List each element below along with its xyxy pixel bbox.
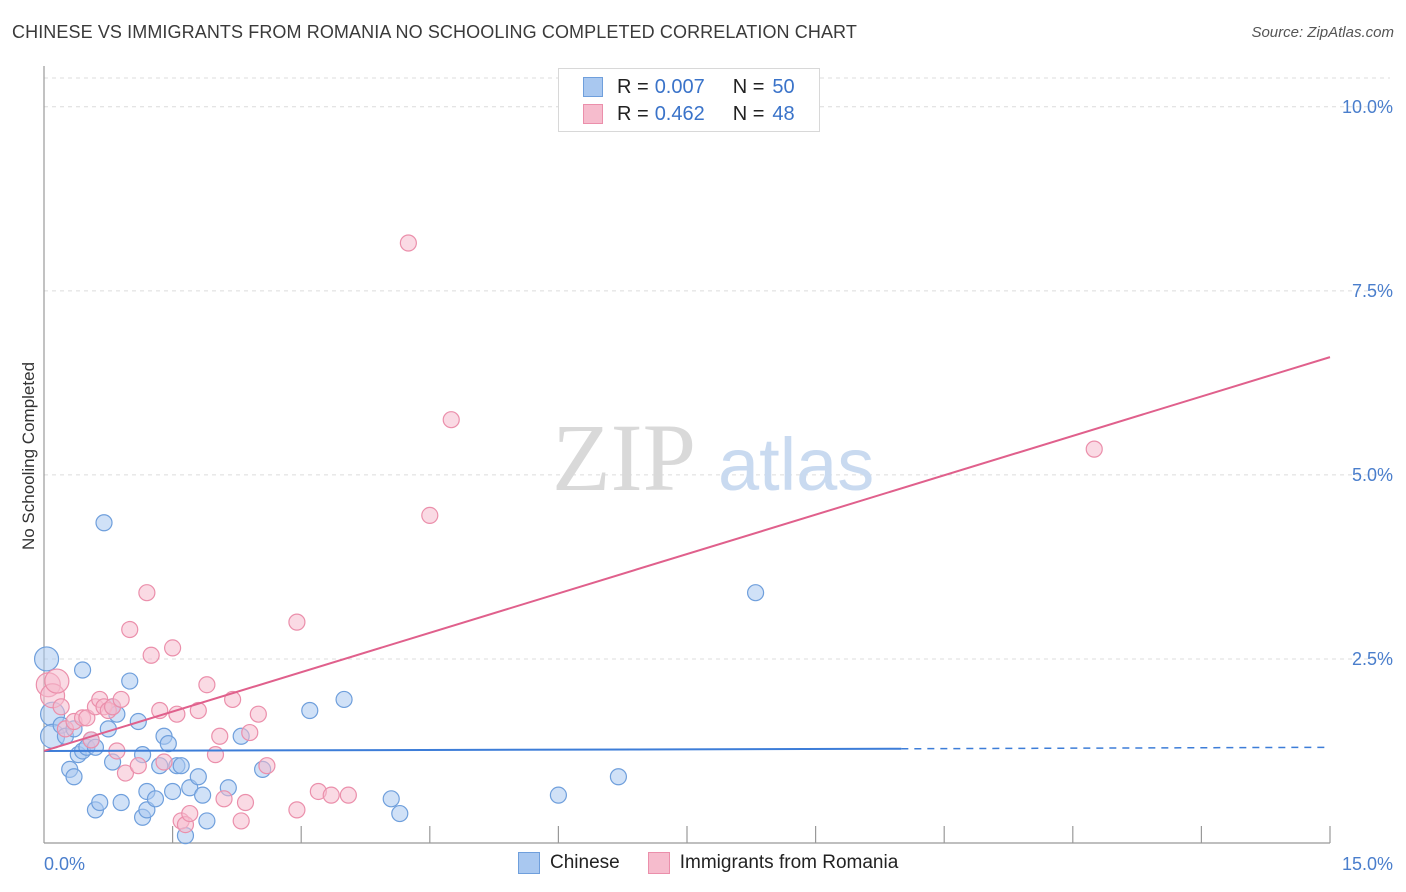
chinese-point <box>172 757 190 775</box>
chinese-point <box>146 790 165 808</box>
series-legend: Chinese Immigrants from Romania <box>518 852 926 874</box>
chinese-point <box>301 701 319 720</box>
chinese-trend-line <box>43 747 902 752</box>
legend-item-chinese[interactable]: Chinese <box>518 852 620 874</box>
y-tick-label: 7.5% <box>1352 281 1393 301</box>
x-tick-label: 15.0% <box>1342 854 1393 874</box>
legend-n-label: N = <box>732 102 765 125</box>
chinese-point <box>549 786 568 804</box>
legend-n-label: N = <box>732 75 765 98</box>
x-tick-label: 0.0% <box>44 854 85 874</box>
legend-r-value: 0.462 <box>654 102 705 125</box>
points-layer <box>33 234 1103 845</box>
watermark-atlas: atlas <box>718 423 874 506</box>
romania-point <box>288 801 306 819</box>
chinese-point <box>33 646 60 672</box>
romania-point <box>249 705 267 723</box>
romania-point <box>288 613 306 631</box>
chinese-point <box>198 812 216 830</box>
chinese-point <box>95 514 113 532</box>
stats-legend: R = 0.007 N = 50 R = 0.462 N = 48 <box>558 68 820 132</box>
romania-point <box>198 676 216 694</box>
chinese-point <box>112 793 130 812</box>
romania-point <box>399 234 417 252</box>
romania-point <box>258 757 276 775</box>
chinese-point <box>164 782 182 801</box>
romania-point <box>211 727 229 745</box>
romania-point <box>138 584 156 602</box>
romania-point <box>155 753 173 771</box>
romania-point <box>1085 440 1103 458</box>
chinese-point <box>609 768 628 786</box>
y-axis-label: No Schooling Completed <box>19 362 38 550</box>
romania-point <box>181 804 199 823</box>
axis-layer: 2.5% 5.0% 7.5% 10.0% 0.0% 15.0% <box>43 66 1393 874</box>
chinese-point <box>382 790 400 808</box>
romania-point <box>168 705 186 723</box>
romania-point <box>116 764 135 782</box>
chinese-point <box>335 690 353 709</box>
romania-point <box>215 790 233 808</box>
legend-r-label: R = <box>617 102 649 125</box>
chinese-point <box>194 786 212 804</box>
romania-point <box>112 690 130 709</box>
romania-point <box>164 639 182 657</box>
chinese-point <box>746 584 765 602</box>
legend-swatch-romania <box>647 852 670 874</box>
romania-point <box>236 793 255 812</box>
chinese-point <box>121 672 139 690</box>
romania-point <box>241 723 259 742</box>
chinese-point <box>189 768 207 786</box>
legend-swatch-chinese <box>583 77 603 97</box>
grid-layer <box>44 77 1390 660</box>
romania-point <box>322 786 340 804</box>
legend-swatch-romania <box>583 104 603 124</box>
watermark: ZIP atlas <box>552 404 874 511</box>
romania-trend-line <box>43 356 1331 752</box>
y-tick-label: 5.0% <box>1352 465 1393 485</box>
romania-point <box>339 786 357 804</box>
romania-point <box>189 701 207 720</box>
romania-point <box>142 646 160 664</box>
watermark-zip: ZIP <box>552 404 696 511</box>
romania-point <box>442 411 460 429</box>
chinese-point <box>91 793 109 812</box>
chart-title: CHINESE VS IMMIGRANTS FROM ROMANIA NO SC… <box>12 22 857 42</box>
chinese-trend-extension <box>901 746 1331 750</box>
y-tick-label: 10.0% <box>1342 97 1393 117</box>
romania-point <box>421 506 439 524</box>
legend-n-value: 48 <box>772 102 795 125</box>
source-label: Source: ZipAtlas.com <box>1251 24 1394 41</box>
legend-label-romania: Immigrants from Romania <box>679 852 899 873</box>
legend-row-chinese: R = 0.007 N = 50 <box>583 74 795 100</box>
legend-n-value: 50 <box>772 75 795 98</box>
y-tick-label: 2.5% <box>1352 649 1393 669</box>
romania-point <box>129 757 147 775</box>
legend-r-value: 0.007 <box>654 75 705 98</box>
legend-item-romania[interactable]: Immigrants from Romania <box>647 852 899 874</box>
romania-point <box>232 812 250 830</box>
legend-r-label: R = <box>617 75 649 98</box>
legend-label-chinese: Chinese <box>550 852 620 873</box>
romania-point <box>206 746 225 764</box>
chinese-point <box>65 768 83 786</box>
legend-swatch-chinese <box>518 852 540 874</box>
romania-point <box>121 620 139 639</box>
romania-point <box>52 698 70 716</box>
legend-row-romania: R = 0.462 N = 48 <box>583 101 795 127</box>
chinese-point <box>159 735 177 753</box>
romania-point <box>44 668 70 694</box>
chinese-point <box>73 661 92 679</box>
chinese-point <box>391 804 409 823</box>
trend-layer <box>43 356 1331 752</box>
